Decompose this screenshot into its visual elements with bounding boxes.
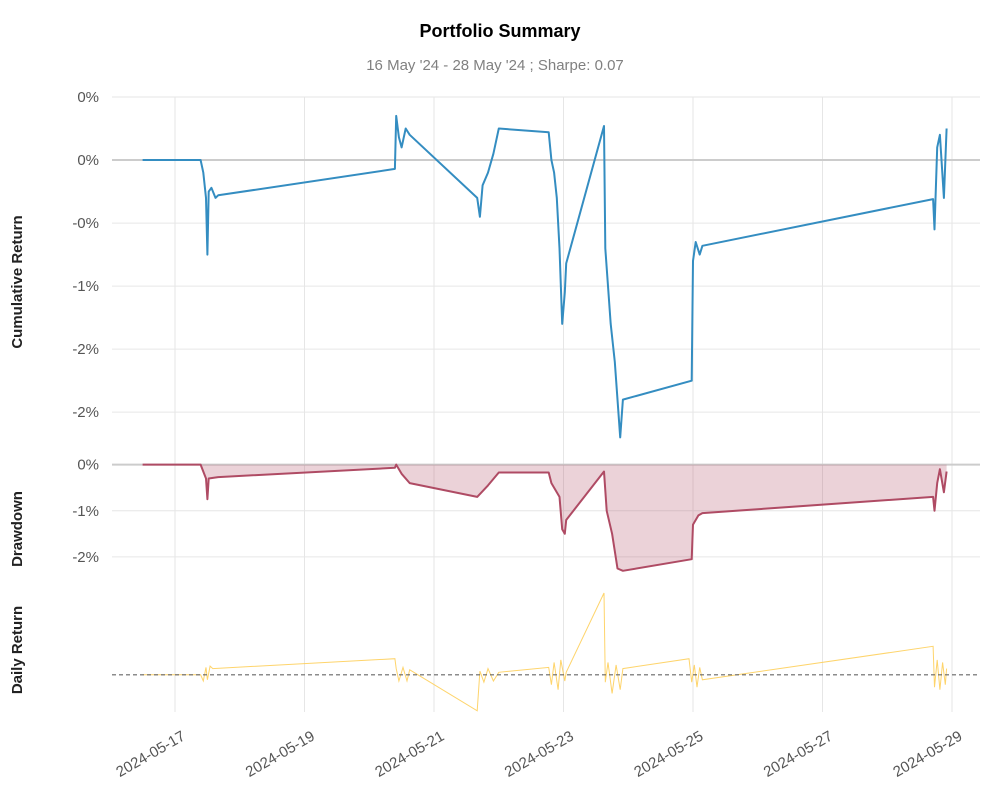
cumulative-return-line — [142, 114, 948, 439]
x-tick-label: 2024-05-23 — [502, 728, 577, 781]
cumulative-return-ylabel: Cumulative Return — [9, 215, 26, 348]
series-layer — [112, 114, 980, 712]
y-tick-label: -1% — [72, 278, 99, 295]
y-tick-label: -1% — [72, 503, 99, 520]
daily-return-ylabel: Daily Return — [9, 606, 26, 694]
drawdown-line — [142, 463, 948, 572]
y-tick-label: 0% — [77, 457, 99, 474]
y-tick-label: -2% — [72, 341, 99, 358]
grid-layer — [112, 96, 980, 712]
drawdown-area — [142, 464, 947, 571]
chart-title: Portfolio Summary — [419, 21, 580, 41]
x-tick-label: 2024-05-27 — [761, 728, 836, 781]
y-tick-label: -0% — [72, 215, 99, 232]
y-tick-label: 0% — [77, 152, 99, 169]
x-tick-label: 2024-05-25 — [631, 728, 706, 781]
y-tick-label: 0% — [77, 89, 99, 106]
x-tick-label: 2024-05-29 — [890, 728, 965, 781]
chart-subtitle: 16 May '24 - 28 May '24 ; Sharpe: 0.07 — [366, 57, 624, 74]
y-tick-label: -2% — [72, 404, 99, 421]
drawdown-ylabel: Drawdown — [9, 491, 26, 567]
y-tick-label: -2% — [72, 549, 99, 566]
x-tick-label: 2024-05-21 — [372, 728, 447, 781]
daily-return-line — [142, 592, 948, 712]
x-tick-label: 2024-05-19 — [243, 728, 318, 781]
x-tick-label: 2024-05-17 — [113, 728, 188, 781]
